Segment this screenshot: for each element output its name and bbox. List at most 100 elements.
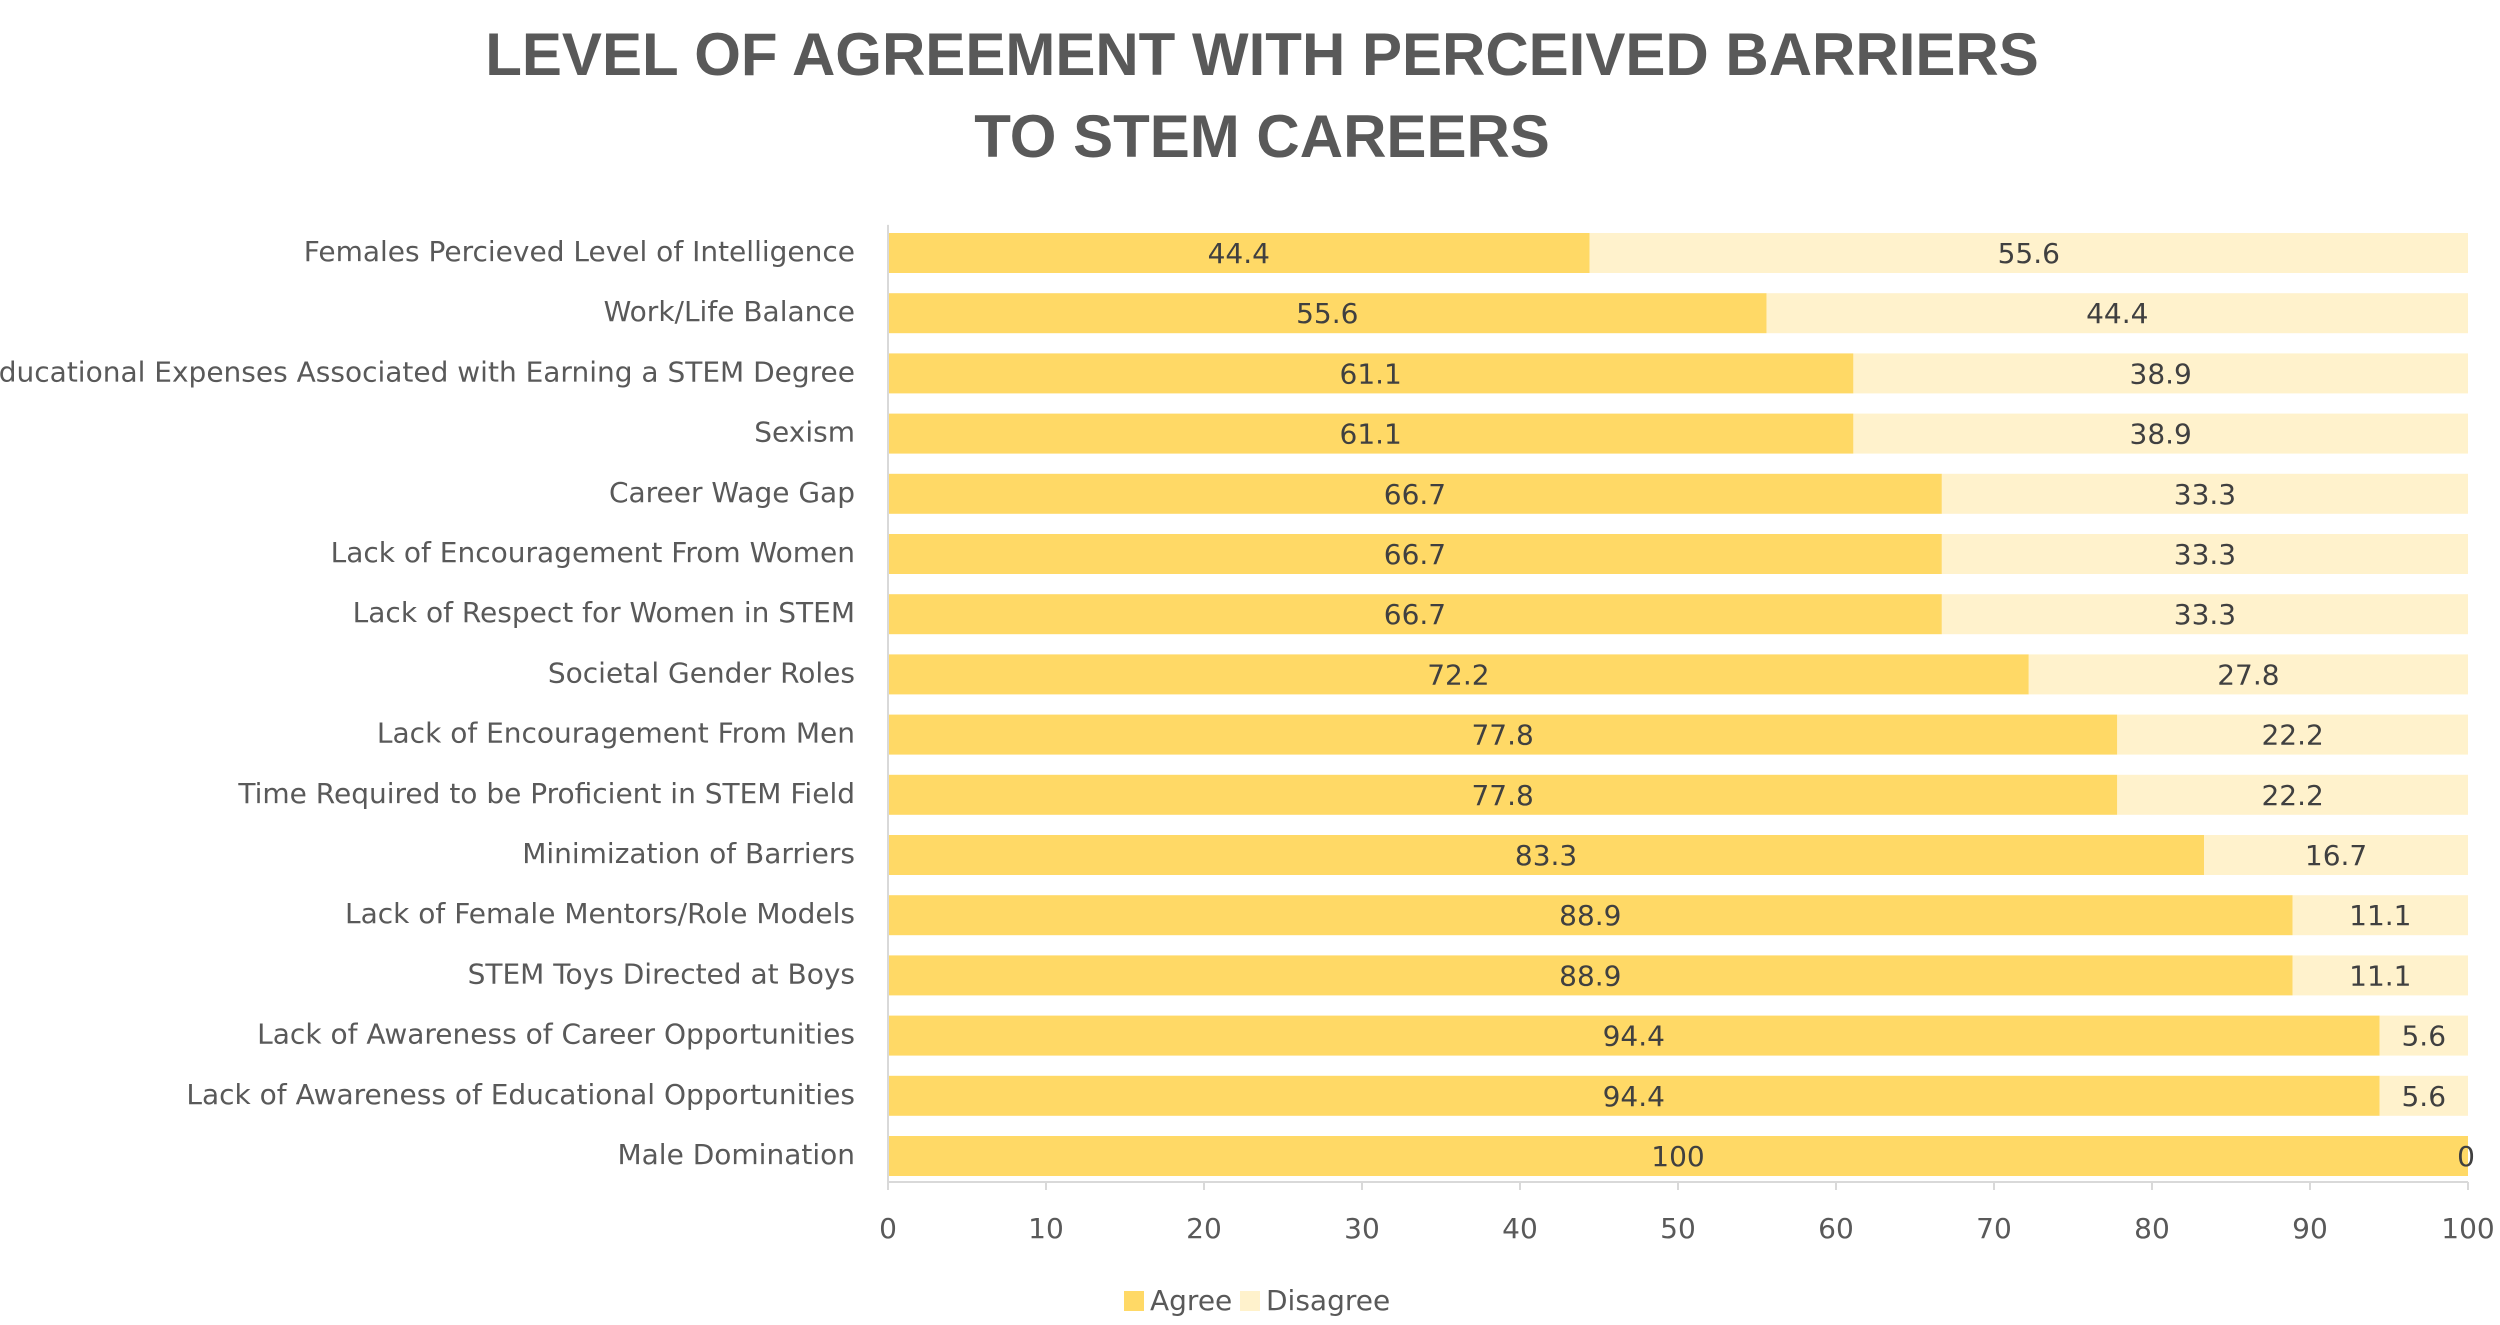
- x-tick-label: 50: [1660, 1212, 1696, 1245]
- data-label-agree: 77.8: [1471, 779, 1533, 812]
- x-tick-label: 0: [879, 1212, 897, 1245]
- bar-agree: [888, 835, 2205, 875]
- bar-agree: [888, 473, 1942, 514]
- data-label-agree: 66.7: [1384, 538, 1446, 571]
- data-label-agree: 72.2: [1427, 658, 1489, 691]
- data-label-disagree: 22.2: [2261, 719, 2323, 752]
- legend: Agree Disagree: [1124, 1284, 1390, 1317]
- data-label-disagree: 33.3: [2174, 598, 2236, 631]
- data-label-disagree: 38.9: [2130, 418, 2192, 451]
- category-label: Lack of Awareness of Career Opportunitie…: [257, 1018, 855, 1051]
- x-tick-label: 40: [1502, 1212, 1538, 1245]
- x-tick-label: 80: [2134, 1212, 2170, 1245]
- category-label: Male Domination: [617, 1138, 855, 1171]
- bar-disagree: [2117, 714, 2468, 755]
- data-label-disagree: 5.6: [2401, 1080, 2446, 1113]
- bar-agree: [888, 1015, 2380, 1056]
- category-label: Lack of Respect for Women in STEM: [353, 596, 855, 629]
- chart-title: LEVEL OF AGREEMENT WITH PERCEIVED BARRIE…: [485, 21, 2038, 170]
- legend-swatch-disagree: [1240, 1291, 1260, 1311]
- x-tick-label: 70: [1976, 1212, 2012, 1245]
- data-label-disagree: 55.6: [1998, 237, 2060, 270]
- data-label-disagree: 16.7: [2305, 839, 2367, 872]
- data-label-agree: 55.6: [1296, 297, 1358, 330]
- bar-disagree: [1853, 353, 2468, 394]
- data-label-agree: 66.7: [1384, 478, 1446, 511]
- bar-agree: [888, 714, 2118, 755]
- bar-disagree: [1853, 413, 2468, 454]
- data-label-disagree: 27.8: [2217, 658, 2279, 691]
- category-label: Lack of Encouragement From Women: [331, 536, 855, 569]
- bar-agree: [888, 654, 2029, 695]
- category-label: Lack of Awareness of Educational Opportu…: [186, 1078, 855, 1111]
- data-label-agree: 94.4: [1603, 1020, 1665, 1053]
- bar-disagree: [1941, 473, 2468, 514]
- data-label-agree: 44.4: [1208, 237, 1270, 270]
- legend-label-agree: Agree: [1150, 1284, 1232, 1317]
- bar-disagree: [1766, 293, 2468, 334]
- bar-agree: [888, 233, 1590, 273]
- bar-agree: [888, 594, 1942, 635]
- x-tick-label: 100: [2441, 1212, 2494, 1245]
- data-label-disagree: 33.3: [2174, 478, 2236, 511]
- category-label: Educational Expenses Associated with Ear…: [0, 355, 855, 388]
- x-tick-label: 10: [1028, 1212, 1064, 1245]
- data-label-agree: 61.1: [1340, 418, 1402, 451]
- category-label: STEM Toys Directed at Boys: [468, 957, 855, 990]
- data-label-disagree: 11.1: [2349, 899, 2411, 932]
- chart-title-line-2: TO STEM CAREERS: [974, 103, 1550, 170]
- data-label-disagree: 22.2: [2261, 779, 2323, 812]
- legend-label-disagree: Disagree: [1266, 1284, 1390, 1317]
- data-label-agree: 88.9: [1559, 959, 1621, 992]
- category-label: Time Required to be Proficient in STEM F…: [237, 777, 855, 810]
- plot-area: Females Percieved Level of Intelligence 4…: [0, 233, 2475, 1176]
- data-label-agree: 88.9: [1559, 899, 1621, 932]
- data-label-disagree: 33.3: [2174, 538, 2236, 571]
- bar-agree: [888, 353, 1854, 394]
- bar-disagree: [1589, 233, 2468, 273]
- data-label-agree: 66.7: [1384, 598, 1446, 631]
- bar-disagree: [2292, 955, 2468, 996]
- bar-disagree: [2379, 1075, 2468, 1116]
- category-label: Minimization of Barriers: [522, 837, 855, 870]
- data-label-agree: 83.3: [1515, 839, 1577, 872]
- x-tick-label: 20: [1186, 1212, 1222, 1245]
- chart-title-line-1: LEVEL OF AGREEMENT WITH PERCEIVED BARRIE…: [485, 21, 2038, 88]
- bar-disagree: [2117, 774, 2468, 815]
- data-label-agree: 77.8: [1471, 719, 1533, 752]
- bar-agree: [888, 955, 2293, 996]
- bar-agree: [888, 774, 2118, 815]
- bar-agree: [888, 1075, 2380, 1116]
- bar-agree: [888, 293, 1767, 334]
- x-tick-label: 60: [1818, 1212, 1854, 1245]
- bar-disagree: [2292, 895, 2468, 936]
- data-label-disagree: 38.9: [2130, 357, 2192, 390]
- bar-disagree: [2379, 1015, 2468, 1056]
- data-label-agree: 100: [1651, 1140, 1704, 1173]
- bar-disagree: [1941, 534, 2468, 574]
- category-label: Females Percieved Level of Intelligence: [304, 235, 855, 268]
- category-label: Sexism: [754, 416, 855, 449]
- bar-disagree: [2028, 654, 2468, 695]
- legend-swatch-agree: [1124, 1291, 1144, 1311]
- data-label-agree: 61.1: [1340, 357, 1402, 390]
- data-label-agree: 94.4: [1603, 1080, 1665, 1113]
- bar-agree: [888, 413, 1854, 454]
- category-label: Lack of Female Mentors/Role Models: [345, 897, 855, 930]
- bar-agree: [888, 534, 1942, 574]
- category-label: Lack of Encouragement From Men: [377, 717, 855, 750]
- x-tick-label: 90: [2292, 1212, 2328, 1245]
- category-label: Career Wage Gap: [609, 476, 855, 509]
- bar-disagree: [2204, 835, 2468, 875]
- category-label: Societal Gender Roles: [548, 656, 855, 689]
- x-tick-label: 30: [1344, 1212, 1380, 1245]
- bar-disagree: [1941, 594, 2468, 635]
- data-label-disagree: 0: [2457, 1140, 2475, 1173]
- bar-agree: [888, 1136, 2468, 1176]
- bar-agree: [888, 895, 2293, 936]
- data-label-disagree: 44.4: [2086, 297, 2148, 330]
- data-label-disagree: 11.1: [2349, 959, 2411, 992]
- x-axis: 0 10 20 30 40 50 60 70 80 90 100: [879, 224, 2495, 1245]
